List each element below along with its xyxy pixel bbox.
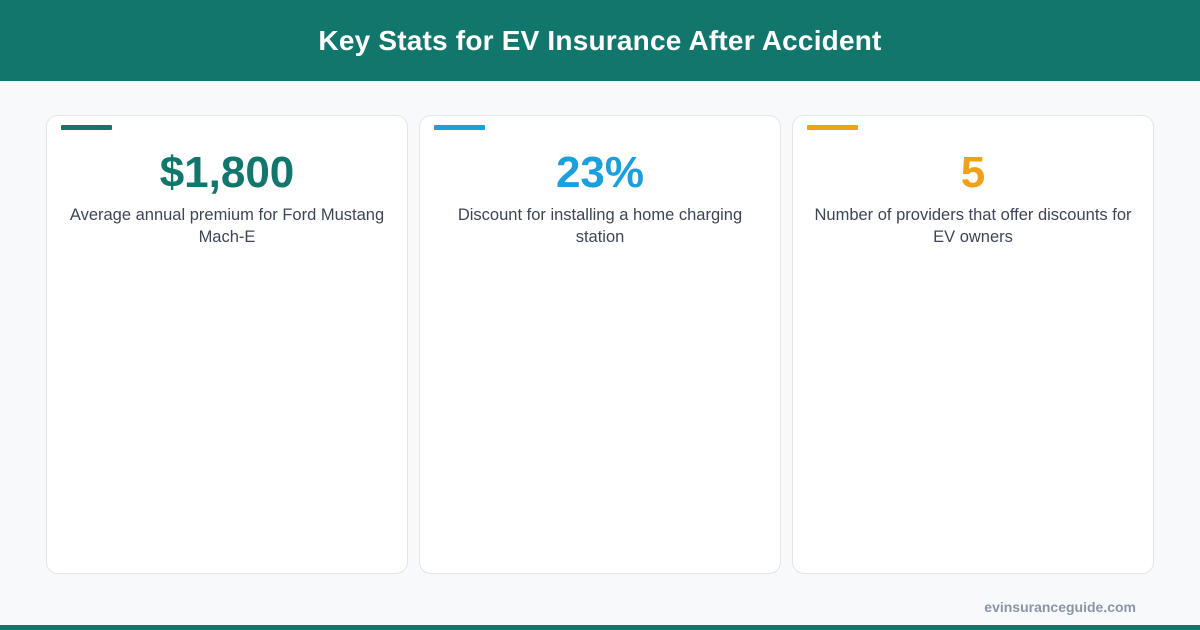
stat-description: Number of providers that offer discounts… bbox=[814, 206, 1132, 246]
header-banner: Key Stats for EV Insurance After Acciden… bbox=[0, 0, 1200, 81]
stat-card-providers: 5 Number of providers that offer discoun… bbox=[792, 115, 1154, 574]
stat-value: 23% bbox=[555, 148, 645, 197]
card-accent-bar bbox=[807, 125, 858, 130]
stat-card-discount: 23% Discount for installing a home charg… bbox=[419, 115, 781, 574]
bottom-accent-bar bbox=[0, 625, 1200, 630]
stat-description: Average annual premium for Ford Mustang … bbox=[69, 206, 385, 246]
stat-value: $1,800 bbox=[159, 148, 295, 197]
card-accent-bar bbox=[434, 125, 485, 130]
footer-site-url: evinsuranceguide.com bbox=[984, 599, 1136, 615]
card-accent-bar bbox=[61, 125, 112, 130]
stat-card-premium: $1,800 Average annual premium for Ford M… bbox=[46, 115, 408, 574]
page-title: Key Stats for EV Insurance After Acciden… bbox=[318, 24, 882, 56]
stat-value: 5 bbox=[960, 148, 986, 197]
stat-description: Discount for installing a home charging … bbox=[457, 206, 743, 246]
